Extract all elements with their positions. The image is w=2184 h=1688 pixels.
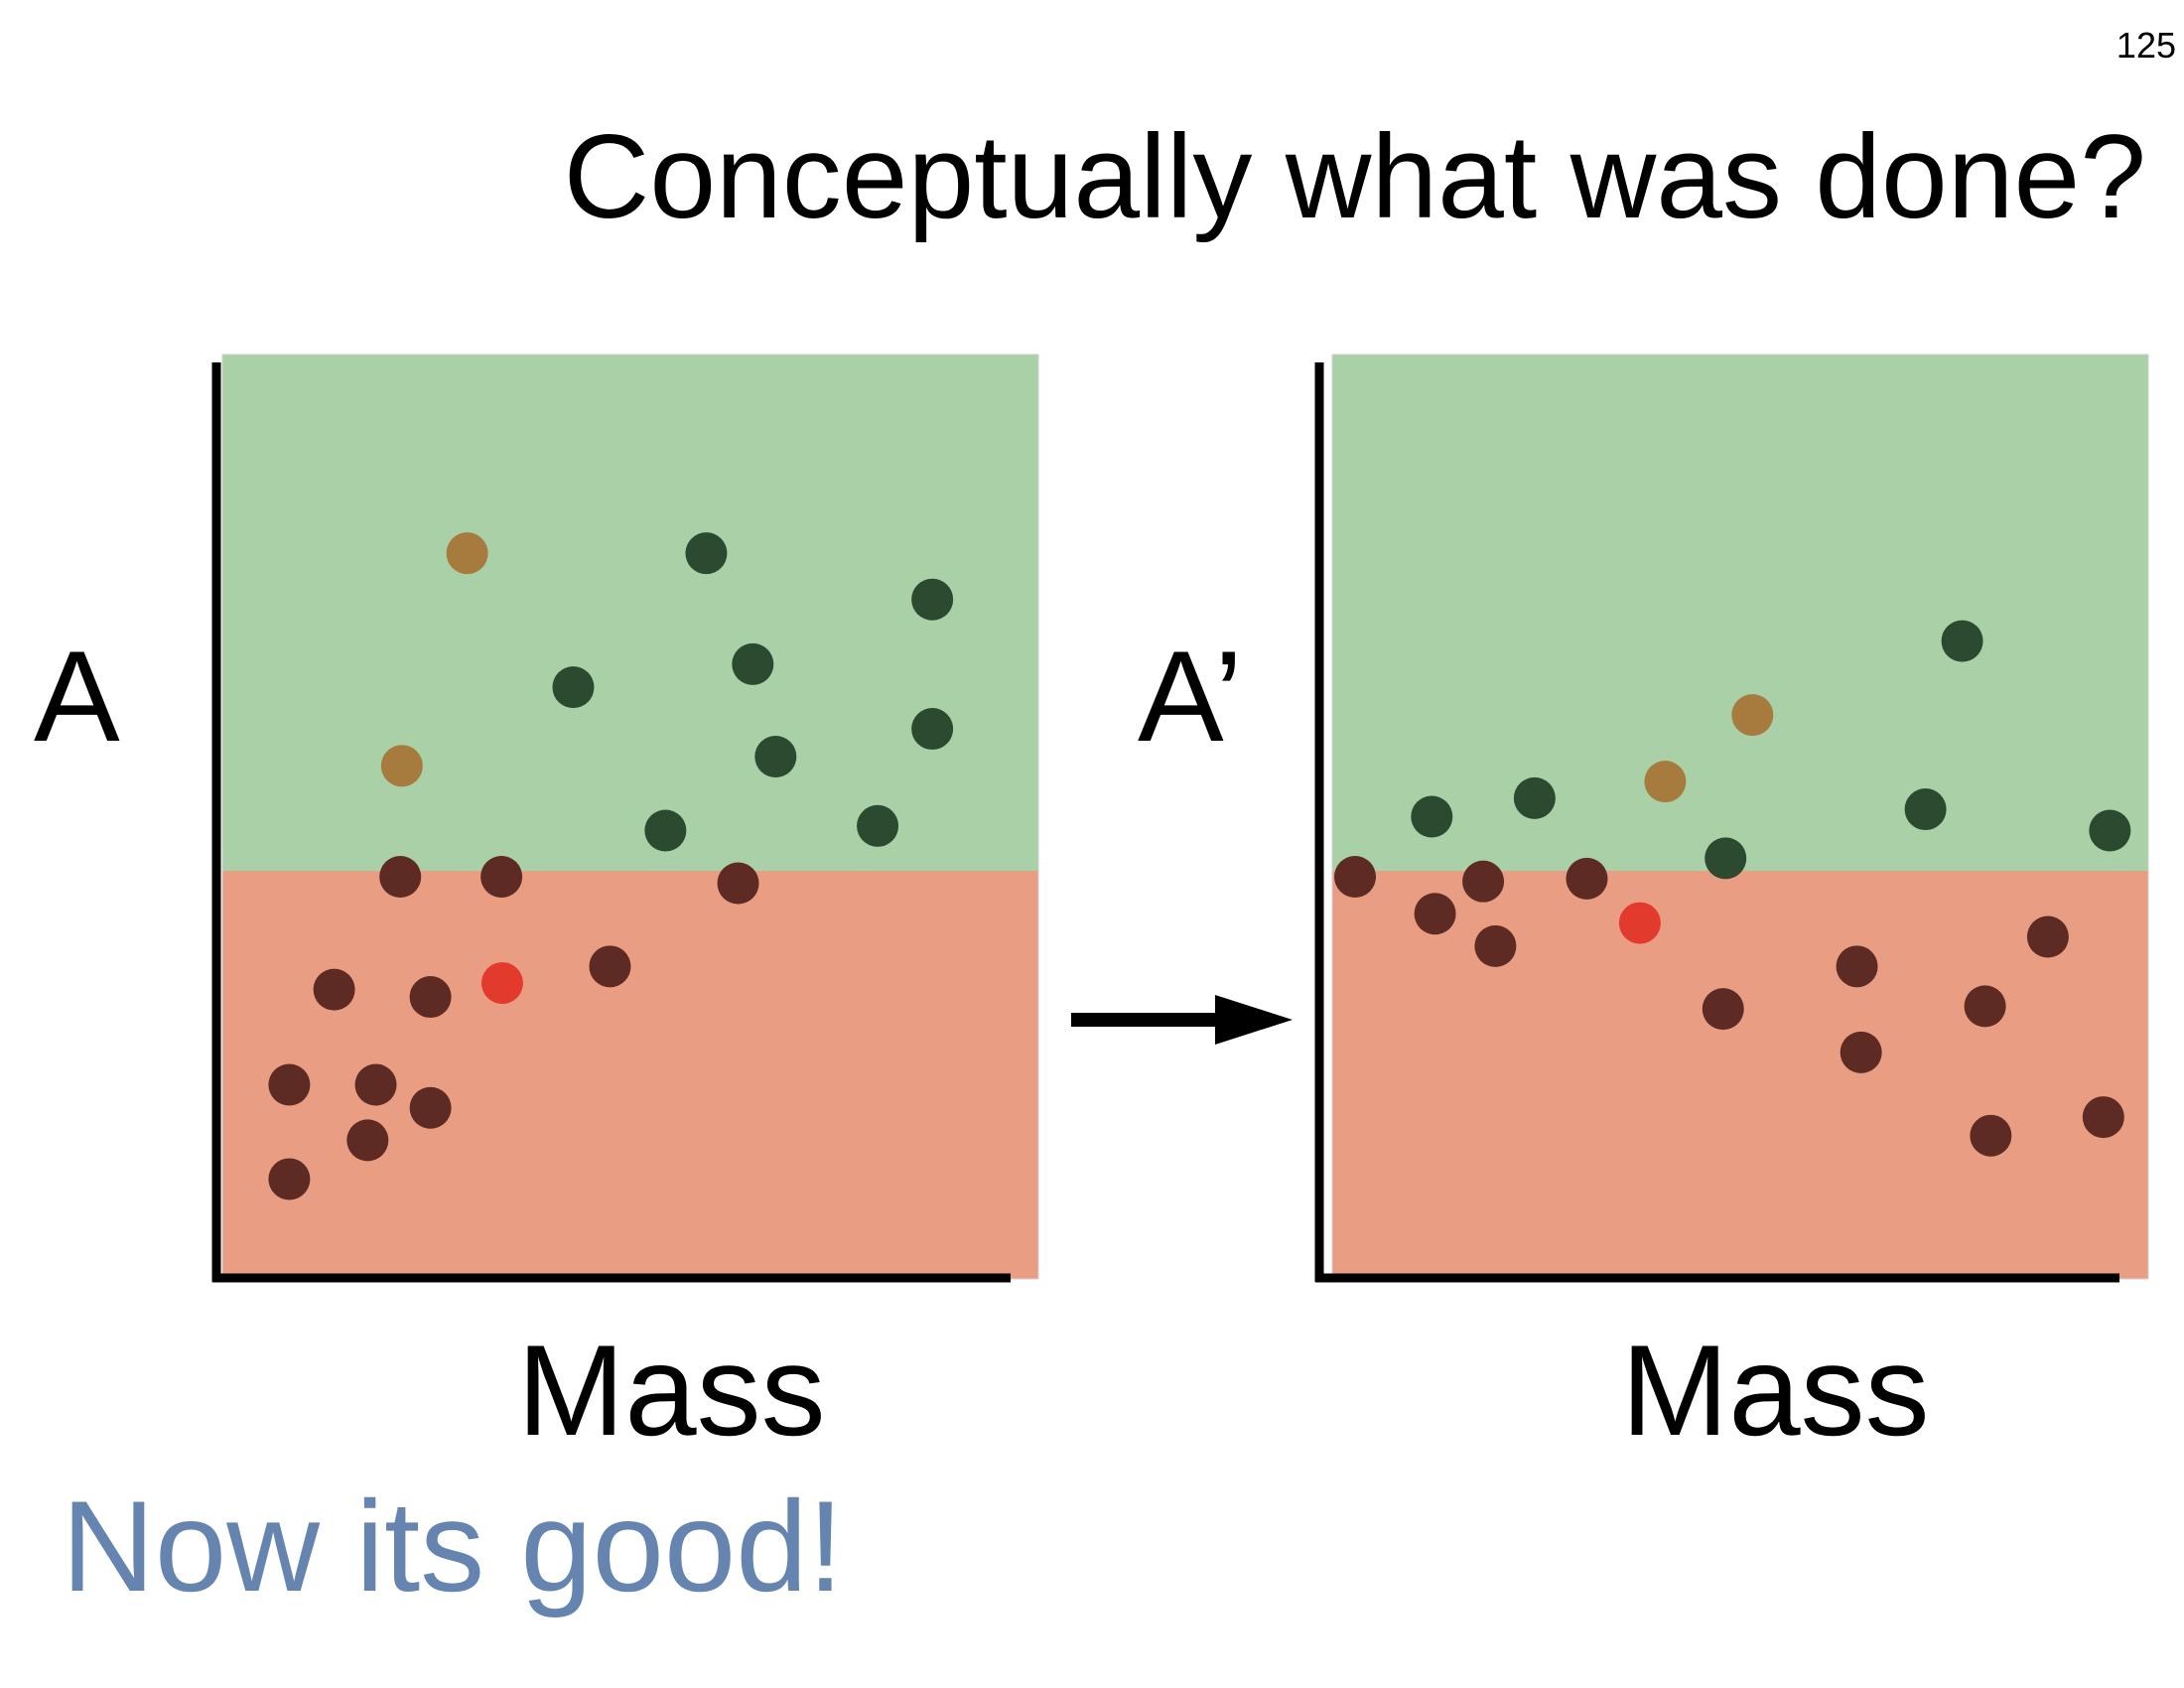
data-point-brown — [1702, 988, 1744, 1031]
slide-title: Conceptually what was done? — [563, 110, 2146, 243]
data-point-brown — [409, 1086, 452, 1129]
data-point-brown — [268, 1158, 311, 1200]
panel-right — [1314, 353, 2149, 1283]
x-axis-label-right: Mass — [1621, 1318, 1930, 1463]
data-point-green — [732, 642, 774, 685]
data-point-green — [552, 666, 595, 709]
footer-note: Now its good! — [62, 1474, 844, 1618]
upper-region — [222, 354, 1038, 871]
data-point-tan — [1731, 694, 1774, 737]
y-axis-label-left: A — [34, 624, 120, 769]
data-point-brown — [480, 856, 523, 899]
data-point-brown — [1840, 1031, 1882, 1073]
panel-left — [211, 353, 1039, 1283]
data-point-brown — [1566, 857, 1608, 900]
data-point-brown — [717, 862, 759, 905]
upper-region — [1332, 354, 2148, 871]
data-point-brown — [1970, 1114, 2012, 1157]
data-point-green — [911, 578, 954, 621]
data-point-brown — [2026, 915, 2069, 958]
data-point-green — [857, 804, 899, 847]
data-point-tan — [380, 745, 423, 787]
data-point-brown — [354, 1063, 397, 1106]
lower-region — [222, 871, 1038, 1279]
data-point-green — [1705, 837, 1747, 880]
lower-region — [1332, 871, 2148, 1279]
data-point-green — [685, 532, 728, 575]
data-point-green — [1411, 795, 1453, 838]
data-point-green — [1513, 776, 1556, 819]
data-point-green — [644, 809, 687, 852]
y-axis-label-right: A’ — [1138, 624, 1243, 769]
page-number: 125 — [2116, 25, 2176, 66]
data-point-green — [754, 735, 797, 777]
data-point-brown — [1964, 985, 2006, 1028]
data-point-brown — [346, 1119, 389, 1162]
data-point-brown — [1414, 893, 1456, 935]
data-point-red — [1618, 902, 1661, 944]
right-arrow-icon — [1071, 995, 1293, 1045]
data-point-green — [2089, 809, 2131, 852]
data-point-brown — [1474, 924, 1517, 967]
data-point-red — [480, 962, 523, 1005]
data-point-brown — [1462, 860, 1505, 903]
data-point-brown — [2082, 1096, 2124, 1139]
data-point-brown — [409, 976, 452, 1019]
data-point-tan — [1644, 761, 1687, 803]
data-point-brown — [268, 1063, 311, 1106]
data-point-brown — [379, 856, 422, 899]
data-point-green — [1904, 788, 1947, 831]
data-point-green — [1941, 620, 1983, 662]
data-point-brown — [1836, 945, 1878, 988]
x-axis-label-left: Mass — [517, 1318, 826, 1463]
data-point-brown — [313, 968, 355, 1011]
data-point-brown — [589, 945, 631, 988]
data-point-tan — [446, 532, 488, 575]
data-point-green — [911, 708, 954, 751]
data-point-brown — [1334, 856, 1377, 899]
